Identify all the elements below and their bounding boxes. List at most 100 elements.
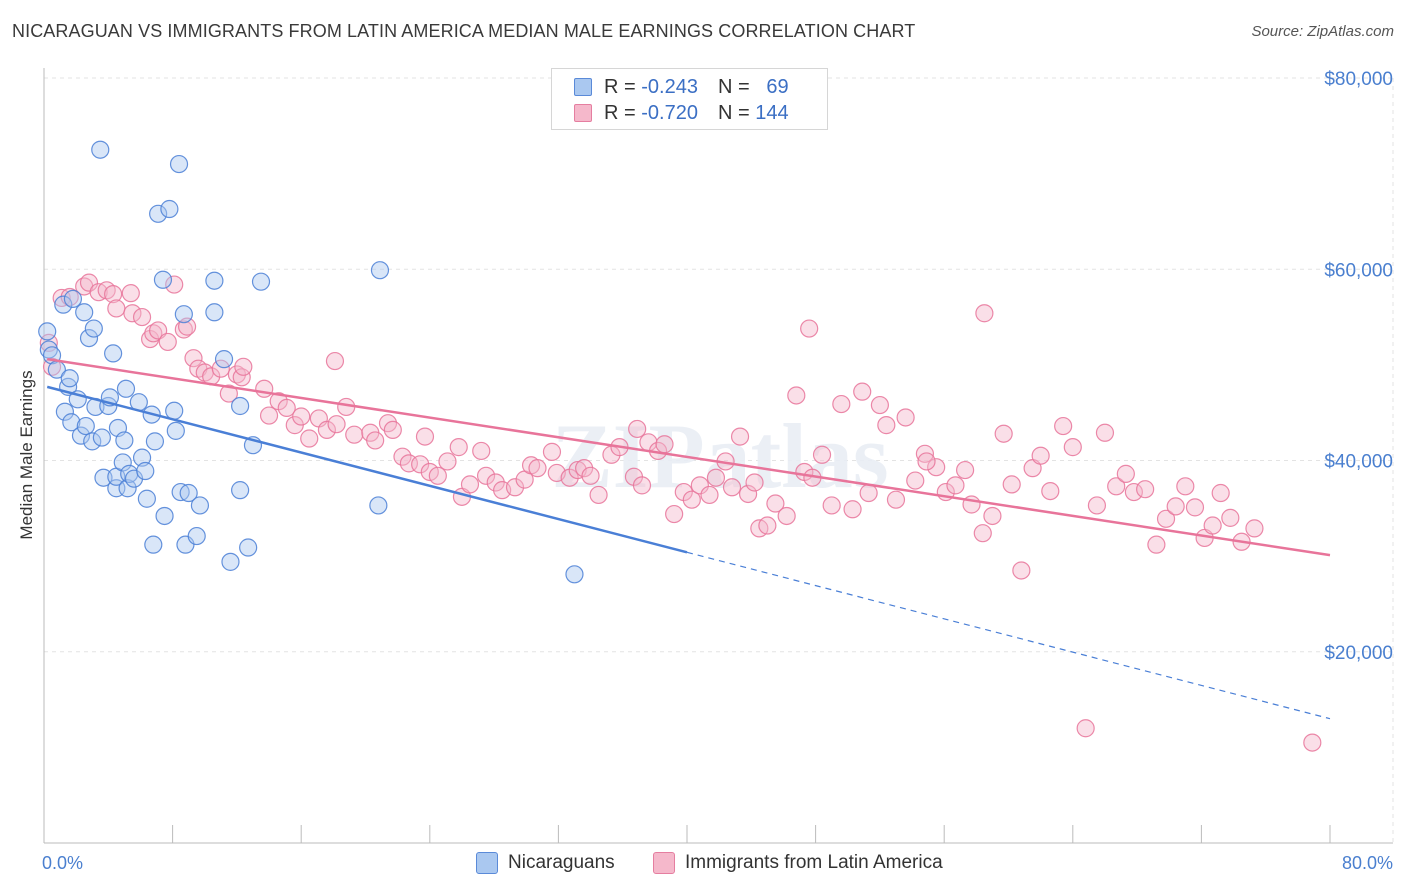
data-point: [137, 489, 156, 508]
legend-swatch-pink: [653, 852, 675, 874]
data-point: [800, 319, 819, 338]
data-point: [231, 481, 250, 500]
data-point: [63, 289, 83, 308]
data-point: [906, 471, 925, 490]
data-point: [187, 526, 206, 546]
data-point: [766, 494, 785, 513]
data-point: [476, 466, 496, 485]
data-point: [115, 431, 134, 450]
data-point: [955, 460, 975, 480]
data-point: [589, 485, 608, 505]
data-point: [896, 408, 915, 427]
y-axis-label: Median Male Earnings: [17, 370, 36, 539]
data-point: [169, 154, 189, 174]
data-point: [121, 284, 140, 303]
data-point: [370, 261, 390, 280]
legend-swatch-pink: [574, 104, 592, 122]
data-point: [165, 401, 184, 420]
data-point: [79, 273, 99, 292]
data-point: [155, 506, 174, 526]
data-point: [136, 461, 155, 481]
data-point: [730, 427, 750, 446]
data-point: [700, 485, 719, 505]
data-point: [1221, 508, 1240, 527]
legend-item-nicaraguans: Nicaraguans: [476, 852, 615, 874]
data-point: [812, 445, 832, 464]
watermark: ZIPatlas: [551, 405, 888, 507]
data-point: [60, 369, 79, 388]
data-point: [211, 359, 230, 378]
n-value: 69: [766, 75, 789, 98]
data-point: [214, 350, 234, 369]
data-point: [460, 475, 480, 494]
data-point: [542, 442, 562, 461]
data-point: [165, 275, 184, 294]
data-point: [428, 466, 447, 485]
data-point: [94, 468, 113, 487]
data-point: [184, 349, 203, 368]
data-point: [107, 299, 126, 318]
data-point: [777, 506, 796, 526]
data-point: [565, 565, 584, 584]
legend-swatch-blue: [574, 78, 592, 96]
data-point: [927, 458, 946, 477]
data-point: [393, 447, 412, 466]
data-point: [153, 270, 173, 289]
data-point: [366, 431, 385, 450]
series-nicaraguans: [38, 140, 584, 584]
data-point: [91, 140, 110, 159]
n-label: N =: [717, 101, 750, 124]
data-point: [369, 496, 388, 515]
trend-lines: [46, 357, 1331, 720]
data-point: [75, 303, 94, 322]
data-point: [325, 351, 345, 371]
data-point: [144, 324, 163, 343]
data-point: [104, 285, 123, 304]
data-point: [1211, 483, 1230, 503]
data-point: [123, 304, 142, 323]
data-point: [1136, 480, 1155, 499]
data-point: [1054, 416, 1073, 436]
data-point: [994, 424, 1013, 443]
n-value: 144: [755, 101, 789, 124]
data-point: [1156, 509, 1176, 528]
data-point: [738, 484, 758, 504]
data-point: [221, 552, 240, 571]
data-point: [277, 398, 296, 418]
data-point: [255, 379, 274, 398]
data-point: [118, 479, 137, 498]
data-point: [665, 504, 684, 524]
data-point: [55, 402, 74, 421]
data-point: [145, 432, 165, 451]
data-point: [174, 320, 193, 339]
data-point: [179, 483, 198, 503]
data-point: [1185, 498, 1205, 517]
data-point: [758, 516, 777, 535]
x-tick-label-min: 0.0%: [42, 853, 83, 873]
data-point: [38, 322, 57, 341]
data-point: [62, 413, 81, 432]
data-point: [132, 307, 152, 327]
chart-title: NICARAGUAN VS IMMIGRANTS FROM LATIN AMER…: [12, 21, 916, 41]
x-tick-label-max: 80.0%: [1342, 853, 1393, 873]
trend-line-immigrants: [47, 357, 1331, 557]
source-label: Source: ZipAtlas.com: [1251, 23, 1394, 40]
data-point: [132, 448, 152, 467]
data-point: [1166, 497, 1185, 516]
data-point: [472, 441, 491, 461]
legend-row-immigrants: R = -0.720 N = 144: [574, 101, 789, 125]
y-tick-labels: $20,000 $40,000 $60,000 $80,000: [1324, 69, 1393, 664]
r-value: -0.720: [641, 101, 698, 124]
data-point: [317, 420, 337, 439]
data-point: [690, 476, 709, 495]
data-point: [632, 476, 652, 495]
data-point: [1063, 438, 1082, 457]
data-point: [832, 394, 851, 414]
data-point: [528, 459, 547, 478]
data-point: [76, 416, 95, 436]
data-point: [505, 478, 525, 497]
data-point: [251, 272, 271, 291]
data-point: [822, 496, 841, 515]
data-point: [92, 428, 111, 447]
